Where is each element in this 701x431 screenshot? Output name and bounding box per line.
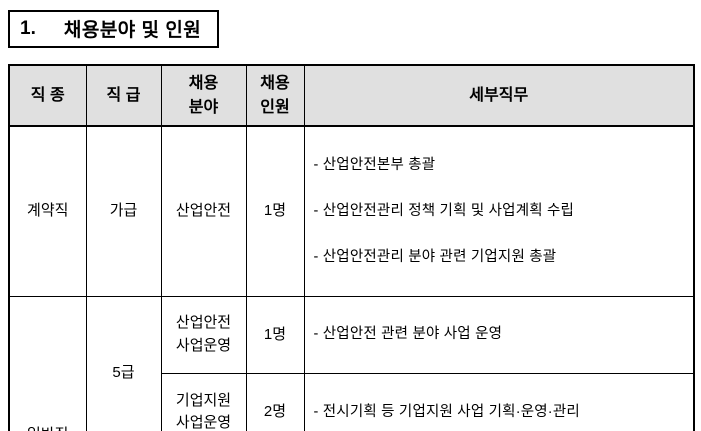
cell-grade: 가급	[85, 125, 162, 297]
detail-line: - 산업안전 관련 분야 사업 운영	[313, 326, 503, 342]
cell-count: 1명	[245, 125, 305, 297]
col-header-field: 채용 분야	[160, 64, 247, 127]
section-title: 채용분야 및 인원	[63, 20, 202, 41]
col-header-job-type: 직 종	[8, 64, 87, 127]
cell-details: - 산업안전 관련 분야 사업 운영	[303, 295, 695, 374]
detail-line: - 전시기획 등 기업지원 사업 기획·운영·관리	[313, 403, 580, 420]
cell-job-type: 일반직	[8, 295, 87, 431]
col-header-grade: 직 급	[85, 64, 162, 127]
cell-field: 산업안전	[160, 125, 247, 297]
recruitment-table: 직 종 직 급 채용 분야 채용 인원 세부직무 계약직 가급 산업안전 1명 …	[8, 64, 695, 431]
table-row-general-safety: 일반직 5급 산업안전 사업운영 1명 - 산업안전 관련 분야 사업 운영	[8, 295, 695, 431]
col-header-count: 채용 인원	[245, 64, 305, 127]
detail-line: - 산업안전관리 정책 기획 및 사업계획 수립	[313, 202, 575, 219]
cell-count: 2명	[245, 373, 305, 431]
table-row-contract: 계약직 가급 산업안전 1명 - 산업안전본부 총괄 - 산업안전관리 정책 기…	[8, 125, 695, 297]
cell-job-type: 계약직	[8, 125, 87, 297]
cell-count: 1명	[245, 295, 305, 374]
cell-grade: 5급	[85, 295, 162, 431]
cell-details: - 전시기획 등 기업지원 사업 기획·운영·관리	[303, 373, 695, 431]
detail-line: - 산업안전본부 총괄	[313, 156, 436, 173]
table-row-general-biz: 기업지원 사업운영 2명 - 전시기획 등 기업지원 사업 기획·운영·관리	[9, 373, 695, 431]
cell-field: 산업안전 사업운영	[160, 295, 247, 374]
section-title-box: 1. 채용분야 및 인원	[8, 10, 220, 48]
section-number: 1.	[20, 17, 36, 39]
cell-field: 기업지원 사업운영	[160, 373, 247, 431]
col-header-duties: 세부직무	[303, 64, 695, 127]
detail-line: - 산업안전관리 분야 관련 기업지원 총괄	[313, 248, 557, 265]
cell-details: - 산업안전본부 총괄 - 산업안전관리 정책 기획 및 사업계획 수립 - 산…	[303, 125, 695, 297]
table-header-row: 직 종 직 급 채용 분야 채용 인원 세부직무	[8, 64, 695, 127]
